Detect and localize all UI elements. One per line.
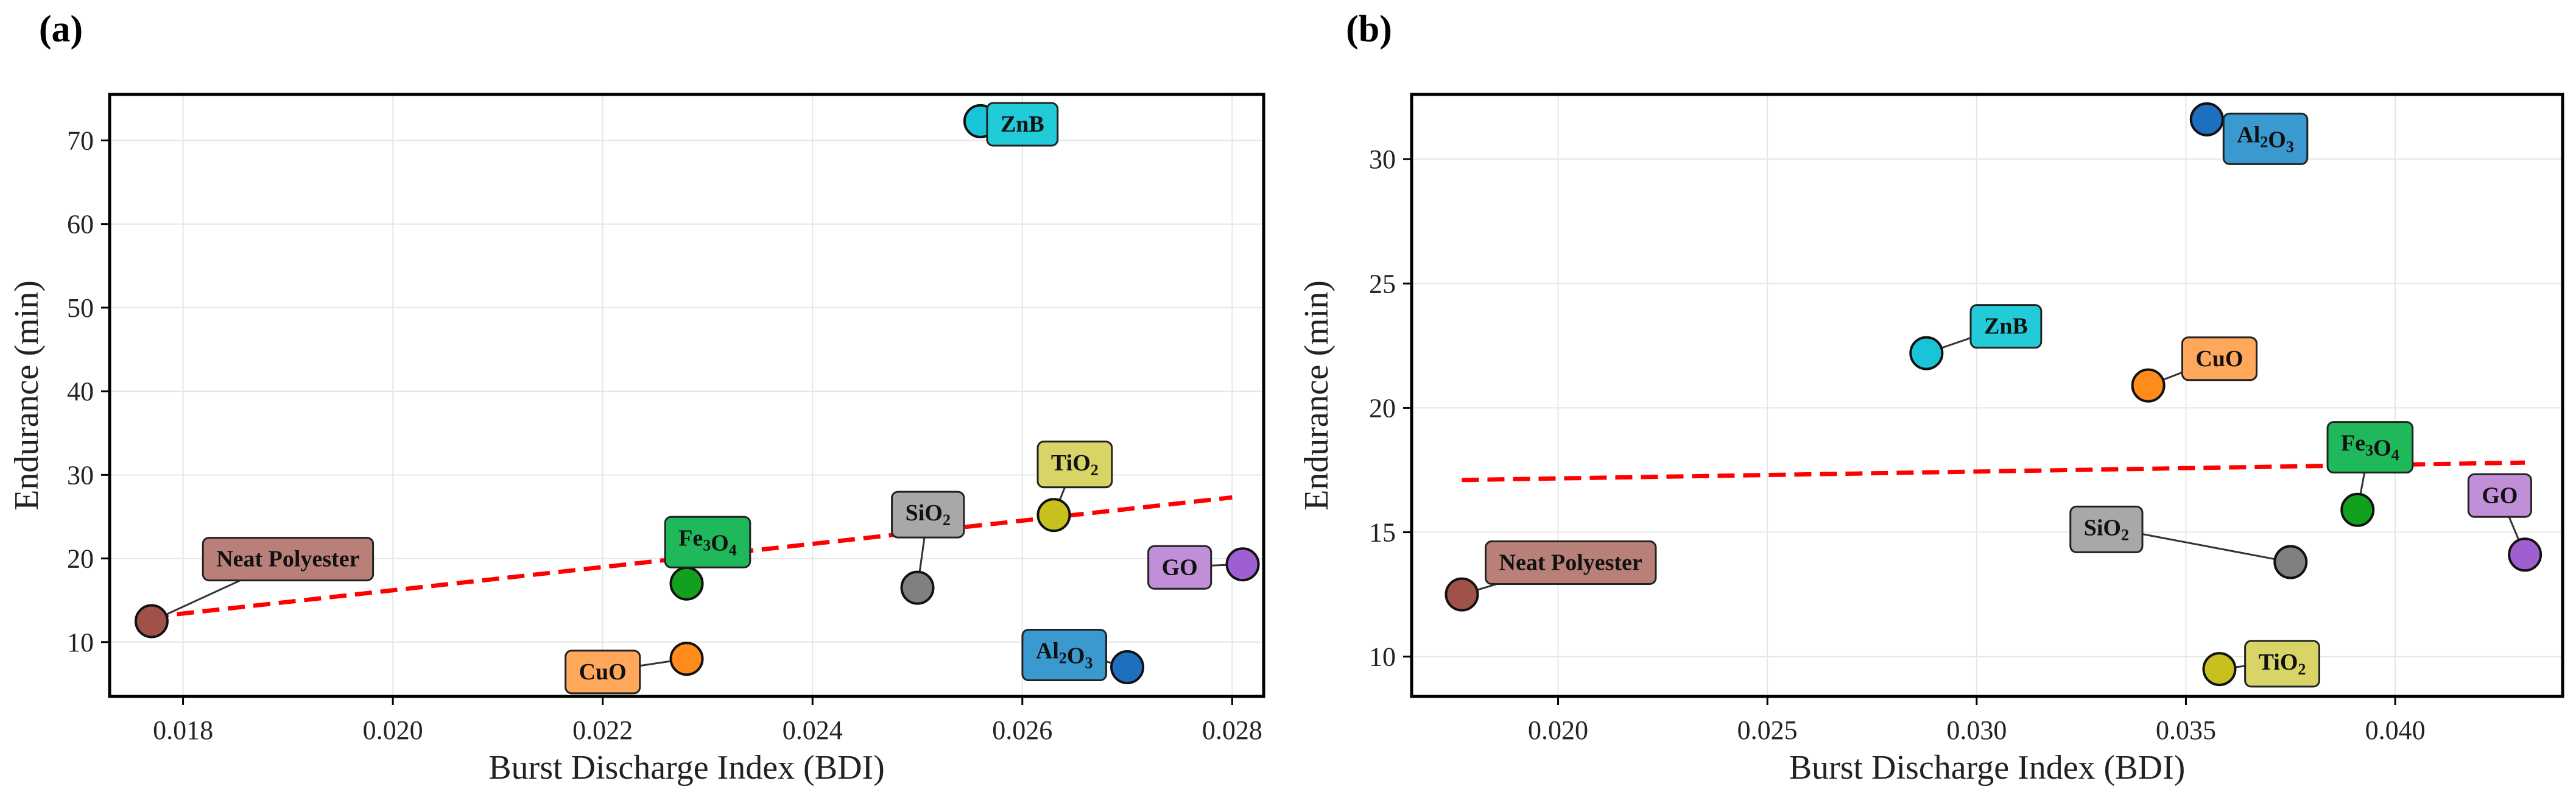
- point-label-neat-polyester: Neat Polyester: [1499, 550, 1642, 576]
- point-label-al2o3: Al2O3: [2237, 122, 2294, 155]
- y-tick-label: 50: [67, 293, 94, 323]
- point-label-znb: ZnB: [1984, 314, 2028, 339]
- x-tick-label: 0.024: [783, 715, 843, 745]
- y-tick-label: 15: [1369, 518, 1396, 548]
- y-tick-label: 25: [1369, 269, 1396, 299]
- point-znb: [1909, 336, 1944, 370]
- point-al2o3: [1110, 650, 1145, 684]
- y-tick-label: 70: [67, 126, 94, 155]
- point-label-tio2: TiO2: [2259, 650, 2306, 678]
- panel-label: (b): [1346, 9, 1392, 50]
- y-tick-label: 10: [67, 628, 94, 657]
- point-neat-polyester: [134, 604, 169, 639]
- point-label-sio2: SiO2: [2084, 515, 2129, 543]
- y-tick-label: 60: [67, 210, 94, 239]
- x-tick-label: 0.026: [992, 715, 1052, 745]
- point-label-znb: ZnB: [1001, 112, 1044, 137]
- panel-a: (a) 0.018 0.020 0.022 0.024 0.026 0.028 10 20 30 4…: [8, 9, 1265, 787]
- label-box-cuo: [565, 650, 641, 695]
- y-axis-title: Endurance (min): [1298, 280, 1336, 511]
- y-tick-label: 20: [67, 544, 94, 574]
- label-box-tio2: [1036, 441, 1113, 489]
- label-box-fe3o4: [2326, 421, 2414, 474]
- x-tick-label: 0.022: [572, 715, 633, 745]
- label-box-neat-polyester: [1485, 540, 1657, 586]
- panel-label: (a): [39, 9, 83, 50]
- label-box-neat-polyester: [202, 537, 375, 582]
- x-axis-title: Burst Discharge Index (BDI): [488, 749, 885, 787]
- label-box-znb: [1969, 304, 2043, 349]
- label-box-sio2: [2069, 505, 2144, 553]
- point-cuo: [2131, 368, 2166, 403]
- point-label-cuo: CuO: [579, 659, 627, 685]
- point-label-neat-polyester: Neat Polyester: [216, 547, 359, 572]
- point-label-cuo: CuO: [2195, 346, 2243, 372]
- plot-frame: [108, 93, 1265, 698]
- point-label-go: GO: [2482, 483, 2518, 508]
- x-tick-label: 0.035: [2156, 715, 2216, 745]
- label-box-sio2: [891, 490, 965, 539]
- y-tick-label: 30: [67, 460, 94, 490]
- label-box-go: [1147, 545, 1212, 590]
- label-box-al2o3: [2222, 112, 2309, 165]
- label-box-znb: [986, 102, 1059, 147]
- x-tick-label: 0.020: [363, 715, 423, 745]
- y-tick-label: 20: [1369, 393, 1396, 423]
- y-tick-label: 10: [1369, 642, 1396, 672]
- label-box-al2o3: [1021, 629, 1107, 682]
- y-tick-label: 40: [67, 377, 94, 406]
- point-go: [1225, 547, 1260, 582]
- point-al2o3: [2189, 102, 2224, 136]
- x-tick-label: 0.025: [1737, 715, 1798, 745]
- label-box-cuo: [2181, 336, 2258, 381]
- label-box-tio2: [2244, 640, 2320, 688]
- point-label-al2o3: Al2O3: [1036, 639, 1093, 672]
- point-sio2: [900, 570, 935, 605]
- y-axis-title: Endurance (min): [8, 280, 46, 511]
- x-tick-label: 0.018: [153, 715, 213, 745]
- x-tick-label: 0.028: [1202, 715, 1262, 745]
- point-sio2: [2273, 545, 2308, 579]
- plot-area: [1412, 94, 2563, 696]
- x-tick-label: 0.020: [1528, 715, 1588, 745]
- point-fe3o4: [669, 566, 704, 601]
- plot-frame: [1410, 93, 2564, 698]
- point-label-fe3o4: Fe3O4: [678, 525, 737, 559]
- point-cuo: [669, 642, 704, 676]
- point-tio2: [2202, 652, 2237, 687]
- point-fe3o4: [2340, 492, 2375, 527]
- point-label-tio2: TiO2: [1051, 450, 1099, 479]
- plot-area: [110, 94, 1264, 696]
- point-go: [2508, 537, 2543, 572]
- point-label-fe3o4: Fe3O4: [2341, 431, 2399, 464]
- point-neat-polyester: [1445, 577, 1479, 612]
- label-box-go: [2467, 473, 2532, 518]
- point-label-sio2: SiO2: [906, 500, 951, 529]
- label-box-fe3o4: [664, 515, 751, 568]
- panel-b: (b) 0.020 0.025 0.030 0.035 0.040 10 15 20 25 30 Bu…: [1298, 9, 2564, 787]
- x-tick-label: 0.040: [2365, 715, 2426, 745]
- x-axis-title: Burst Discharge Index (BDI): [1789, 749, 2186, 787]
- y-tick-label: 30: [1369, 144, 1396, 174]
- point-label-go: GO: [1162, 554, 1198, 580]
- point-tio2: [1036, 498, 1071, 533]
- x-tick-label: 0.030: [1946, 715, 2007, 745]
